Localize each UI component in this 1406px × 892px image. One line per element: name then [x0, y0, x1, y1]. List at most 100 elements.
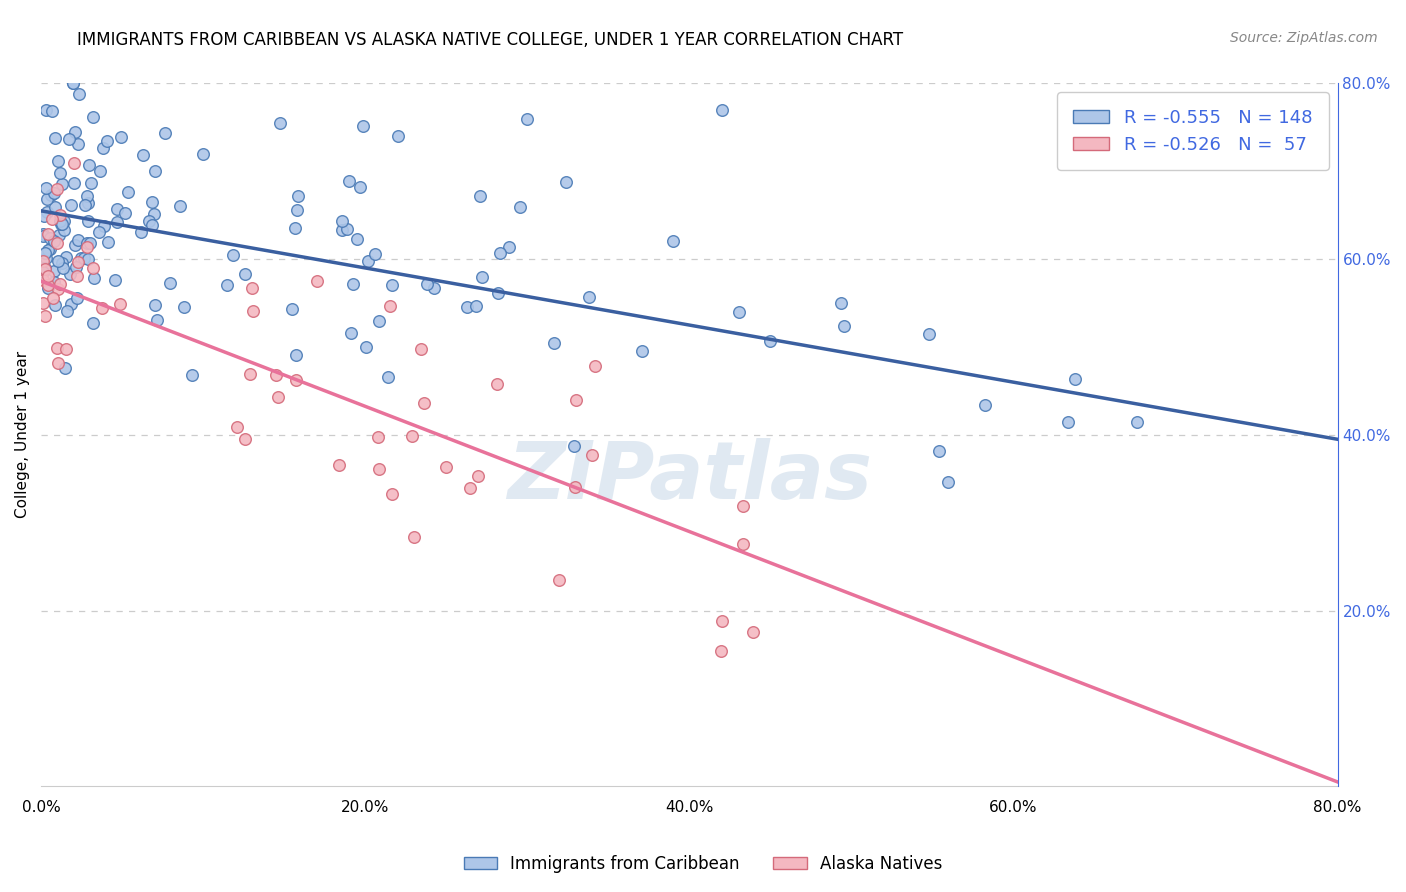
- Point: [62, 155, 84, 169]
- Point: [581, 448, 603, 462]
- Point: [413, 396, 436, 410]
- Point: [711, 614, 734, 628]
- Point: [31, 229, 53, 244]
- Point: [34, 261, 56, 276]
- Point: [104, 273, 127, 287]
- Point: [367, 430, 389, 444]
- Point: [284, 373, 307, 387]
- Point: [731, 499, 754, 513]
- Point: [37, 243, 59, 257]
- Point: [354, 340, 377, 354]
- Point: [39, 230, 62, 244]
- Point: [222, 247, 245, 261]
- Point: [467, 469, 489, 483]
- Point: [34, 103, 56, 117]
- Point: [114, 206, 136, 220]
- Point: [77, 213, 100, 227]
- Point: [79, 236, 101, 251]
- Y-axis label: College, Under 1 year: College, Under 1 year: [15, 351, 30, 518]
- Point: [381, 487, 404, 501]
- Point: [143, 207, 166, 221]
- Point: [96, 134, 118, 148]
- Point: [242, 304, 264, 318]
- Point: [82, 110, 104, 124]
- Point: [46, 282, 69, 296]
- Point: [830, 295, 852, 310]
- Point: [59, 267, 82, 281]
- Point: [76, 240, 98, 254]
- Point: [456, 301, 478, 315]
- Point: [728, 305, 751, 319]
- Point: [225, 420, 247, 434]
- Point: [1126, 415, 1149, 429]
- Point: [82, 260, 104, 275]
- Point: [402, 530, 425, 544]
- Point: [46, 153, 69, 168]
- Point: [52, 222, 75, 236]
- Point: [141, 195, 163, 210]
- Point: [41, 104, 63, 119]
- Point: [1057, 415, 1080, 429]
- Point: [37, 205, 59, 219]
- Point: [434, 460, 457, 475]
- Point: [337, 174, 360, 188]
- Point: [44, 200, 66, 214]
- Point: [741, 625, 763, 640]
- Point: [35, 181, 58, 195]
- Point: [489, 245, 512, 260]
- Point: [307, 274, 329, 288]
- Point: [242, 281, 264, 295]
- Point: [731, 537, 754, 551]
- Point: [73, 251, 96, 265]
- Point: [285, 348, 308, 362]
- Point: [498, 240, 520, 254]
- Point: [62, 77, 84, 91]
- Point: [34, 261, 56, 276]
- Point: [143, 298, 166, 312]
- Point: [710, 644, 733, 658]
- Point: [378, 299, 401, 313]
- Point: [58, 132, 80, 146]
- Point: [974, 398, 997, 412]
- Point: [39, 187, 62, 202]
- Point: [509, 200, 531, 214]
- Point: [340, 326, 363, 340]
- Text: Source: ZipAtlas.com: Source: ZipAtlas.com: [1230, 31, 1378, 45]
- Point: [82, 316, 104, 330]
- Point: [465, 299, 488, 313]
- Point: [458, 481, 481, 495]
- Point: [31, 227, 53, 241]
- Point: [55, 250, 77, 264]
- Point: [138, 214, 160, 228]
- Point: [41, 212, 63, 227]
- Point: [368, 314, 391, 328]
- Point: [53, 360, 76, 375]
- Point: [60, 296, 83, 310]
- Point: [423, 281, 446, 295]
- Point: [159, 277, 181, 291]
- Point: [65, 260, 87, 275]
- Point: [49, 217, 72, 231]
- Point: [918, 326, 941, 341]
- Point: [471, 270, 494, 285]
- Point: [76, 252, 98, 266]
- Point: [332, 223, 354, 237]
- Point: [49, 277, 72, 291]
- Point: [416, 277, 439, 291]
- Point: [377, 369, 399, 384]
- Point: [356, 253, 378, 268]
- Point: [173, 300, 195, 314]
- Point: [51, 218, 73, 232]
- Point: [44, 264, 66, 278]
- Point: [269, 116, 291, 130]
- Point: [180, 368, 202, 382]
- Point: [46, 356, 69, 370]
- Point: [132, 148, 155, 162]
- Point: [264, 368, 287, 382]
- Point: [267, 390, 290, 404]
- Point: [1064, 372, 1087, 386]
- Point: [105, 202, 128, 216]
- Point: [564, 480, 586, 494]
- Point: [46, 254, 69, 268]
- Point: [56, 304, 79, 318]
